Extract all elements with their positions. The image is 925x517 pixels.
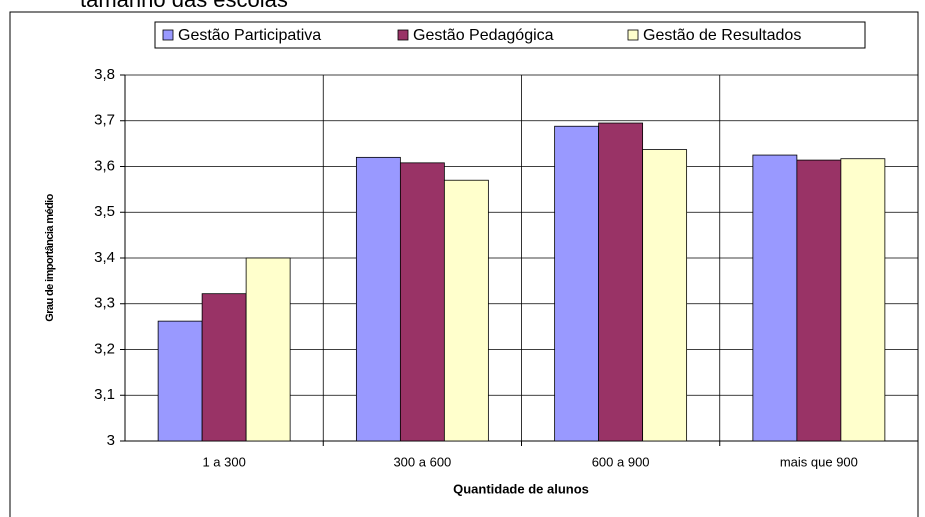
bar [201,293,247,442]
x-axis-label: Quantidade de alunos [453,481,589,496]
y-tick-label: 3,2 [94,340,115,357]
x-tick-label: mais que 900 [780,454,858,469]
bar [355,156,401,442]
x-tick-label: 600 a 900 [592,454,650,469]
legend-box [154,21,866,49]
legend-swatch [397,29,409,41]
chart-title: tamanho das escolas [80,0,288,12]
y-tick-label: 3,8 [94,66,115,83]
y-tick-label: 3,1 [94,386,115,403]
bar [598,122,644,442]
bar [399,162,445,442]
y-tick-label: 3,5 [94,203,115,220]
y-tick-label: 3,7 [94,112,115,129]
y-axis-label: Grau de importância médio [44,193,56,321]
bar [245,257,291,442]
legend-label: Gestão Participativa [178,27,321,44]
y-tick-label: 3 [107,432,115,449]
y-tick-label: 3,6 [94,157,115,174]
y-tick-label: 3,4 [94,249,115,266]
bar [752,154,798,442]
legend-label: Gestão de Resultados [643,27,801,44]
bar [796,159,842,442]
bar [157,320,203,442]
x-tick-label: 300 a 600 [393,454,451,469]
y-tick-label: 3,3 [94,295,115,312]
legend-swatch [162,29,174,41]
bar [840,158,886,442]
bar [642,149,688,442]
x-tick-label: 1 a 300 [202,454,245,469]
legend-label: Gestão Pedagógica [413,27,554,44]
bar [554,125,600,442]
bar [443,179,489,442]
legend-swatch [627,29,639,41]
